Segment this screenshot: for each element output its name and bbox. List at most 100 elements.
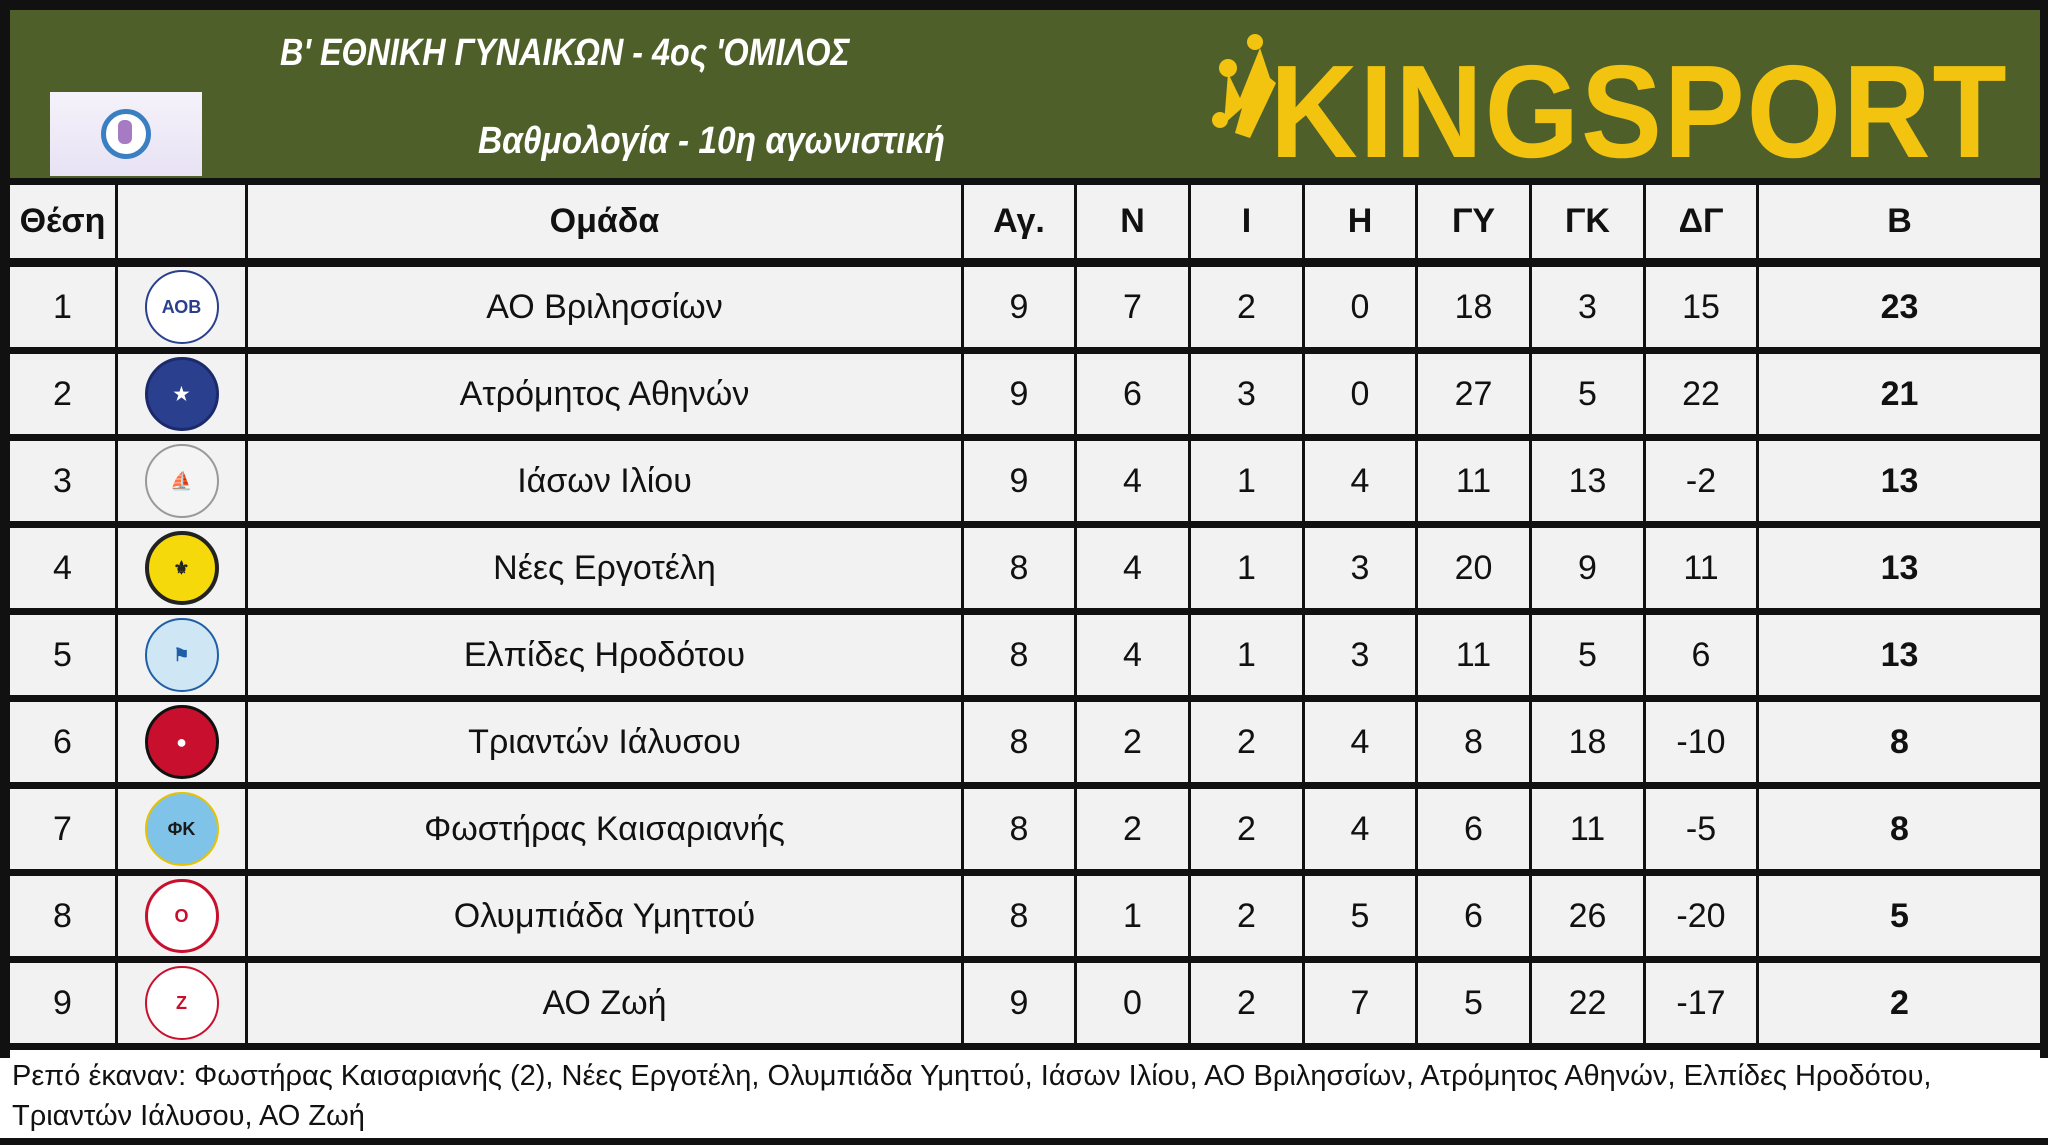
rest-note: Ρεπό έκαναν: Φωστήρας Καισαριανής (2), Ν…: [12, 1060, 1932, 1132]
cell-w: 0: [1077, 963, 1191, 1043]
cell-gf: 8: [1418, 702, 1532, 782]
cell-gd: -2: [1646, 441, 1759, 521]
cell-p: 8: [964, 876, 1077, 956]
column-header: Β: [1887, 202, 1912, 240]
table-row: 2 ★ Ατρόμητος Αθηνών 9 6 3 0 27 5 22 21: [10, 354, 2040, 441]
ao-zoi-crest-icon: Ζ: [144, 966, 219, 1040]
column-header: ΓΚ: [1532, 185, 1646, 258]
team-name: Ιάσων Ιλίου: [248, 441, 964, 521]
cell-p: 9: [964, 354, 1077, 434]
cell-w: 6: [1077, 354, 1191, 434]
header-banner: Β' ΕΘΝΙΚΗ ΓΥΝΑΙΚΩΝ - 4ος 'ΟΜΙΛΟΣ Βαθμολο…: [10, 10, 2040, 178]
crown-figure-icon: [1212, 34, 1276, 138]
team-name: Ελπίδες Ηροδότου: [248, 615, 964, 695]
crest-cell: ⛵: [118, 441, 248, 521]
cell-gf: 27: [1418, 354, 1532, 434]
cell-pos: 6: [10, 702, 118, 782]
brand-name: KINGSPORT: [1270, 38, 2009, 185]
table-header-row: Θέση Ομάδα Αγ. Ν Ι Η ΓΥ ΓΚ ΔΓ Β: [10, 185, 2040, 267]
cell-d: 2: [1191, 267, 1305, 347]
olympiada-ymittou-crest-icon: Ο: [144, 879, 219, 953]
column-header: Αγ.: [964, 185, 1077, 258]
cell-gf: 11: [1418, 615, 1532, 695]
cell-d: 2: [1191, 963, 1305, 1043]
nees-ergotelis-crest-icon: ⚜: [144, 531, 219, 605]
cell-l: 0: [1305, 267, 1418, 347]
cell-gd: 11: [1646, 528, 1759, 608]
crest-cell: ●: [118, 702, 248, 782]
cell-gd: 15: [1646, 267, 1759, 347]
elpides-irodotou-crest-icon: ⚑: [144, 618, 219, 692]
cell-pts: 2: [1890, 983, 1909, 1022]
cell-gd: -20: [1646, 876, 1759, 956]
bottom-divider: [0, 1138, 2048, 1145]
column-header: Θέση: [10, 185, 118, 258]
cell-pos: 8: [10, 876, 118, 956]
cell-gf: 5: [1418, 963, 1532, 1043]
cell-p: 9: [964, 267, 1077, 347]
column-header: Ι: [1191, 185, 1305, 258]
table-row: 3 ⛵ Ιάσων Ιλίου 9 4 1 4 11 13 -2 13: [10, 441, 2040, 528]
cell-d: 3: [1191, 354, 1305, 434]
frame-top: [0, 0, 2048, 10]
team-name: Ατρόμητος Αθηνών: [248, 354, 964, 434]
team-name: ΑΟ Ζωή: [248, 963, 964, 1043]
cell-l: 0: [1305, 354, 1418, 434]
cell-pos: 7: [10, 789, 118, 869]
frame-right: [2040, 0, 2048, 1058]
cell-pts: 13: [1880, 635, 1919, 674]
cell-l: 7: [1305, 963, 1418, 1043]
frame-left: [0, 0, 10, 1058]
cell-l: 4: [1305, 702, 1418, 782]
team-name: ΑΟ Βριλησσίων: [248, 267, 964, 347]
cell-pos: 4: [10, 528, 118, 608]
column-header: ΓΥ: [1418, 185, 1532, 258]
cell-p: 9: [964, 441, 1077, 521]
cell-ga: 5: [1532, 615, 1646, 695]
table-row: 9 Ζ ΑΟ Ζωή 9 0 2 7 5 22 -17 2: [10, 963, 2040, 1050]
cell-gd: -5: [1646, 789, 1759, 869]
crest-cell: ⚑: [118, 615, 248, 695]
crest-cell: ★: [118, 354, 248, 434]
cell-ga: 26: [1532, 876, 1646, 956]
triandon-ialysou-crest-icon: ●: [144, 705, 219, 779]
crest-cell: Ζ: [118, 963, 248, 1043]
cell-p: 9: [964, 963, 1077, 1043]
cell-gd: 22: [1646, 354, 1759, 434]
column-header: ΔΓ: [1646, 185, 1759, 258]
cell-l: 3: [1305, 615, 1418, 695]
crest-cell: Ο: [118, 876, 248, 956]
cell-pts: 8: [1890, 722, 1909, 761]
table-row: 5 ⚑ Ελπίδες Ηροδότου 8 4 1 3 11 5 6 13: [10, 615, 2040, 702]
fostiras-kaisarianis-crest-icon: ΦΚ: [144, 792, 219, 866]
column-header: Ομάδα: [248, 185, 964, 258]
cell-pos: 1: [10, 267, 118, 347]
page-title: Β' ΕΘΝΙΚΗ ΓΥΝΑΙΚΩΝ - 4ος 'ΟΜΙΛΟΣ: [280, 32, 850, 74]
cell-w: 7: [1077, 267, 1191, 347]
column-header: Η: [1305, 185, 1418, 258]
atromitos-athinon-crest-icon: ★: [144, 357, 219, 431]
table-row: 7 ΦΚ Φωστήρας Καισαριανής 8 2 2 4 6 11 -5 8: [10, 789, 2040, 876]
cell-pos: 5: [10, 615, 118, 695]
cell-d: 2: [1191, 876, 1305, 956]
cell-p: 8: [964, 528, 1077, 608]
page-subtitle: Βαθμολογία - 10η αγωνιστική: [478, 120, 945, 162]
cell-pos: 3: [10, 441, 118, 521]
cell-pts: 21: [1880, 374, 1919, 413]
cell-gd: -10: [1646, 702, 1759, 782]
team-name: Ολυμπιάδα Υμηττού: [248, 876, 964, 956]
cell-pos: 2: [10, 354, 118, 434]
column-header: Ν: [1077, 185, 1191, 258]
cell-ga: 5: [1532, 354, 1646, 434]
cell-pts: 8: [1890, 809, 1909, 848]
iason-iliou-crest-icon: ⛵: [144, 444, 219, 518]
cell-gd: -17: [1646, 963, 1759, 1043]
team-name: Τριαντών Ιάλυσου: [248, 702, 964, 782]
cell-gf: 6: [1418, 876, 1532, 956]
cell-l: 5: [1305, 876, 1418, 956]
cell-w: 2: [1077, 789, 1191, 869]
kingsport-logo: KINGSPORT: [1210, 18, 2040, 183]
cell-pts: 13: [1880, 548, 1919, 587]
cell-d: 2: [1191, 702, 1305, 782]
cell-d: 1: [1191, 528, 1305, 608]
